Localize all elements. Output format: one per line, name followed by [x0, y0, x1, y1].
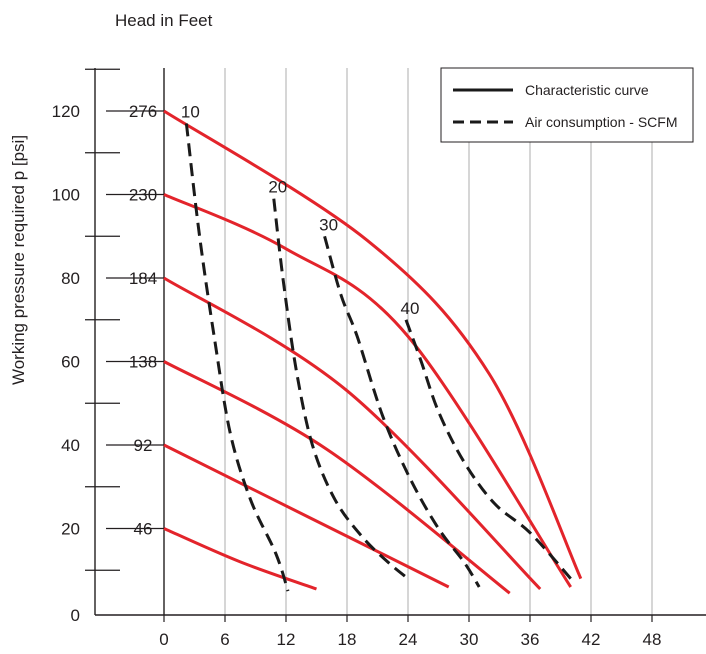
legend-label-characteristic: Characteristic curve: [525, 82, 649, 98]
series: 10 20 30 40: [163, 103, 583, 595]
air-curve-label: 20: [268, 178, 287, 197]
head-tick-label: 138: [129, 353, 157, 372]
axis-ticks: 0 6 12 18 24 30 36 42 48 0 20 40 60 80 100 120 46 92 138 18…: [52, 68, 662, 649]
y-tick-label: 20: [61, 520, 80, 539]
x-tick-label: 6: [220, 630, 229, 649]
x-tick-label: 48: [643, 630, 662, 649]
x-tick-label: 18: [338, 630, 357, 649]
characteristic-curve-2: [163, 443, 450, 589]
characteristic-curve-3: [163, 360, 511, 595]
y-tick-label: 120: [52, 102, 80, 121]
y-axis-label: Working pressure required p [psi]: [9, 135, 28, 385]
air-consumption-curve-20: [272, 198, 409, 580]
chart-title: Head in Feet: [115, 11, 213, 30]
legend: Characteristic curve Air consumption - S…: [440, 67, 694, 143]
air-consumption-curve-40: [404, 319, 572, 580]
x-tick-label: 42: [582, 630, 601, 649]
legend-box: [440, 67, 694, 143]
air-consumption-curve-10: [184, 123, 290, 592]
y-tick-label: 80: [61, 269, 80, 288]
head-tick-label: 276: [129, 102, 157, 121]
grid: [224, 68, 653, 615]
air-consumption-curve-30: [323, 235, 481, 588]
characteristic-curve-1: [163, 527, 318, 591]
head-tick-label: 184: [129, 269, 157, 288]
characteristic-curve-6: [163, 109, 583, 580]
y-tick-label: 0: [71, 606, 80, 625]
y-tick-label: 40: [61, 436, 80, 455]
x-tick-label: 36: [521, 630, 540, 649]
air-curve-label: 40: [401, 299, 420, 318]
legend-label-air: Air consumption - SCFM: [525, 114, 677, 130]
characteristic-curve-5: [163, 193, 572, 588]
characteristic-curve-4: [163, 276, 542, 591]
head-tick-label: 92: [134, 436, 153, 455]
air-curve-label: 30: [319, 215, 338, 234]
x-tick-label: 30: [460, 630, 479, 649]
x-tick-label: 24: [399, 630, 418, 649]
y-tick-label: 60: [61, 353, 80, 372]
x-tick-label: 12: [277, 630, 296, 649]
y-tick-label: 100: [52, 186, 80, 205]
air-curve-label: 10: [181, 103, 200, 122]
head-tick-label: 46: [134, 520, 153, 539]
x-tick-label: 0: [159, 630, 168, 649]
head-tick-label: 230: [129, 186, 157, 205]
